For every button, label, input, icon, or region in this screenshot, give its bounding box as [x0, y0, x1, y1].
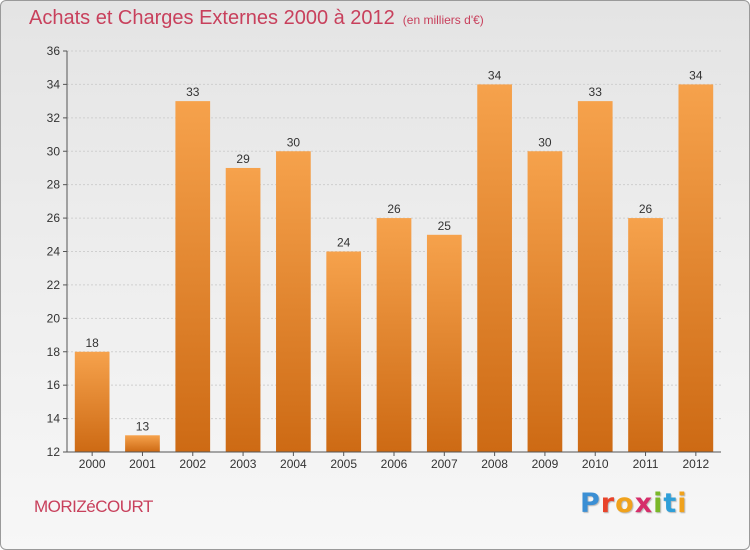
bar [678, 84, 714, 453]
y-tick-label: 36 [47, 44, 61, 58]
x-tick-label: 2007 [431, 457, 458, 471]
y-tick-label: 20 [47, 311, 61, 325]
chart-title: Achats et Charges Externes 2000 à 2012 (e… [29, 7, 484, 30]
data-label: 34 [488, 68, 502, 82]
y-tick-label: 16 [47, 378, 61, 392]
data-label: 30 [287, 135, 301, 149]
y-tick-label: 32 [47, 111, 61, 125]
bar [125, 435, 160, 452]
data-label: 24 [337, 236, 351, 250]
x-tick-label: 2011 [633, 457, 659, 471]
logo-letter: t [663, 488, 678, 519]
y-tick-label: 26 [47, 211, 61, 225]
bar [426, 234, 462, 452]
x-tick-label: 2001 [129, 457, 156, 471]
y-tick-label: 24 [47, 245, 61, 259]
x-tick-label: 2006 [381, 457, 408, 471]
bar [577, 101, 613, 452]
chart-subtitle: (en milliers d'€) [402, 13, 484, 27]
x-tick-label: 2003 [230, 457, 257, 471]
proxiti-logo: Proxiti [580, 488, 688, 519]
x-tick-label: 2000 [79, 457, 106, 471]
data-label: 26 [639, 202, 653, 216]
chart-title-text: Achats et Charges Externes 2000 à 2012 [29, 7, 395, 29]
logo-letter: x [634, 488, 654, 519]
logo-letter: P [580, 488, 601, 519]
data-label: 25 [438, 219, 452, 233]
data-label: 30 [538, 135, 552, 149]
bar [628, 218, 663, 452]
y-tick-label: 28 [47, 178, 61, 192]
y-tick-label: 34 [47, 77, 61, 91]
commune-name: MORIZéCOURT [34, 497, 153, 516]
bar [376, 218, 412, 452]
y-tick-label: 30 [47, 144, 61, 158]
x-tick-label: 2002 [179, 457, 206, 471]
x-tick-label: 2009 [532, 457, 559, 471]
data-label: 33 [186, 85, 200, 99]
logo-letter: i [677, 488, 688, 519]
data-label: 13 [136, 419, 150, 433]
logo-letter: r [600, 488, 616, 519]
y-tick-label: 18 [47, 345, 61, 359]
data-label: 18 [85, 336, 99, 350]
data-label: 33 [589, 85, 603, 99]
bar [527, 151, 563, 452]
data-label: 34 [689, 68, 703, 82]
bar [175, 101, 211, 452]
y-tick-label: 22 [47, 278, 61, 292]
bar [477, 84, 512, 453]
data-label: 29 [236, 152, 250, 166]
y-tick-label: 12 [47, 445, 61, 459]
bar [276, 151, 311, 452]
bar [326, 251, 362, 452]
data-label: 26 [387, 202, 401, 216]
logo-letter: i [653, 488, 664, 519]
x-tick-label: 2005 [330, 457, 357, 471]
x-tick-label: 2008 [481, 457, 508, 471]
x-tick-label: 2010 [582, 457, 609, 471]
bar [74, 351, 110, 452]
x-tick-label: 2012 [682, 457, 709, 471]
bar [225, 167, 261, 453]
y-tick-label: 14 [47, 412, 61, 426]
x-tick-label: 2004 [280, 457, 307, 471]
logo-letter: o [615, 488, 635, 519]
